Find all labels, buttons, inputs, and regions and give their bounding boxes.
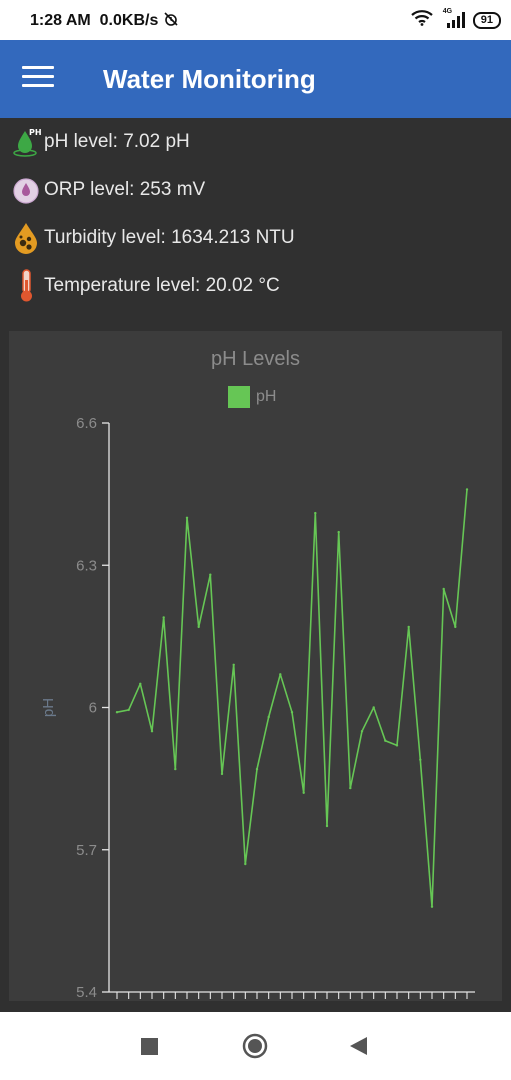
ph-data-point[interactable] [162,616,165,619]
menu-icon[interactable] [22,66,54,94]
ph-chart-card: pH Levels pH 6.6 6.3 6 5.7 5.4 pH [9,331,502,1001]
status-data-rate: 0.0KB/s [99,12,159,29]
ph-data-point[interactable] [349,786,352,790]
reading-turbidity-label: Turbidity level: 1634.213 NTU [44,227,295,248]
legend-label: pH [256,388,277,405]
reading-temperature-label: Temperature level: 20.02 °C [44,275,280,296]
status-right: 4G 91 [411,8,501,31]
status-bar: 1:28 AM 0.0KB/s 4G 91 [0,0,511,40]
ph-series-line[interactable] [116,489,468,908]
y-tick-label: 6 [89,700,97,717]
ph-data-point[interactable] [127,708,130,712]
status-left: 1:28 AM 0.0KB/s [30,11,179,30]
back-button[interactable] [349,1036,368,1061]
reading-temperature: Temperature level: 20.02 °C [12,269,280,303]
ph-data-point[interactable] [360,730,364,733]
ph-data-point[interactable] [197,625,200,629]
reading-ph-label: pH level: 7.02 pH [44,131,190,152]
reading-ph: PH pH level: 7.02 pH [12,125,190,159]
y-tick-label: 6.3 [76,557,97,574]
ph-data-point[interactable] [290,711,294,714]
ph-data-point[interactable] [454,625,457,629]
ph-drop-icon: PH [12,125,42,159]
ph-data-point[interactable] [267,715,270,719]
wifi-icon [411,9,433,31]
alarm-off-icon [163,12,179,29]
ph-data-point[interactable] [337,530,340,534]
ph-data-point[interactable] [185,516,189,519]
chart-legend[interactable]: pH [228,386,276,408]
ph-data-point[interactable] [442,587,445,591]
reading-turbidity: Turbidity level: 1634.213 NTU [12,221,295,255]
y-axis-label: pH [40,698,57,717]
turbidity-drop-icon [12,221,42,255]
y-tick-label: 6.6 [76,415,97,432]
ph-data-point[interactable] [279,673,282,676]
ph-data-point[interactable] [407,625,410,629]
ph-data-point[interactable] [139,682,142,685]
ph-data-point[interactable] [314,511,317,515]
ph-line-chart[interactable]: 6.6 6.3 6 5.7 5.4 pH [9,331,502,1001]
ph-data-point[interactable] [372,706,375,709]
reading-orp: ORP level: 253 mV [12,173,205,207]
ph-data-point[interactable] [419,758,422,761]
y-tick-label: 5.4 [76,984,97,1001]
ph-data-point[interactable] [430,905,434,908]
navigation-bar [0,1012,511,1080]
ph-data-point[interactable] [255,767,259,771]
ph-data-point[interactable] [232,663,235,666]
thermometer-icon [12,269,42,303]
chart-title: pH Levels [211,348,300,370]
ph-data-point[interactable] [302,791,305,794]
reading-orp-label: ORP level: 253 mV [44,179,206,200]
home-button[interactable] [242,1033,268,1064]
svg-text:PH: PH [29,128,42,137]
ph-data-point[interactable] [395,744,399,747]
ph-data-point[interactable] [244,862,247,866]
battery-icon: 91 [472,11,501,29]
status-time: 1:28 AM [30,12,91,29]
ph-data-point[interactable] [150,730,154,733]
ph-data-point[interactable] [465,488,469,491]
ph-data-point[interactable] [325,824,329,828]
ph-data-point[interactable] [220,772,224,776]
ph-data-point[interactable] [115,711,119,714]
recents-button[interactable] [140,1037,159,1061]
orp-drop-icon [12,173,42,207]
legend-swatch [228,386,250,408]
ph-data-point[interactable] [209,573,212,576]
y-tick-label: 5.7 [76,842,97,859]
cellular-signal-icon: 4G [439,8,467,29]
battery-level: 91 [480,13,493,26]
ph-data-point[interactable] [174,767,177,771]
network-type: 4G [442,8,453,15]
ph-data-point[interactable] [384,739,387,742]
app-title: Water Monitoring [103,64,316,94]
app-bar: Water Monitoring [0,40,511,118]
